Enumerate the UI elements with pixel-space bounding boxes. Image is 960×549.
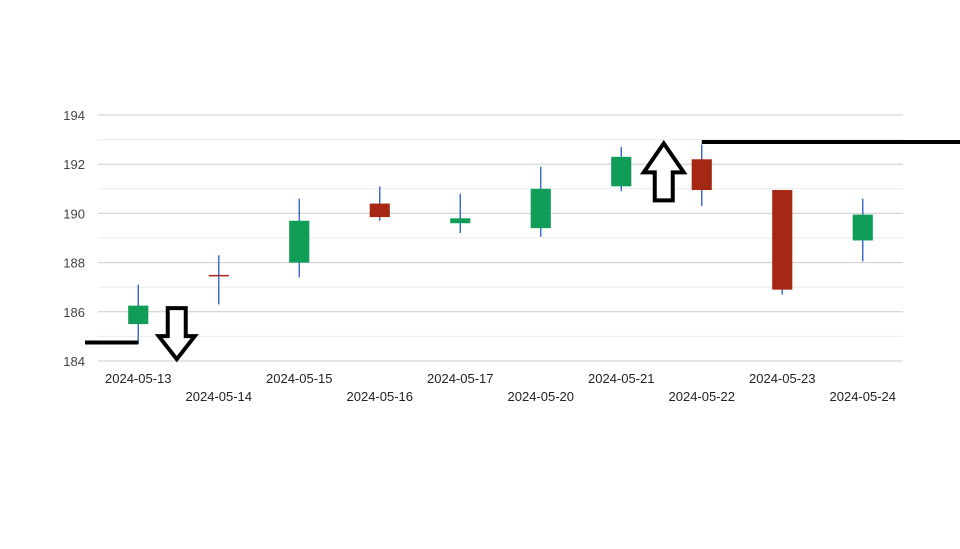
candle-body-up [289, 220, 310, 263]
x-tick-label: 2024-05-16 [347, 389, 414, 404]
candle-body-down [369, 203, 390, 218]
y-tick-label: 184 [63, 354, 85, 369]
candle [611, 146, 632, 192]
candle-body-up [852, 214, 873, 241]
candle-body-down [691, 159, 712, 191]
candle [128, 284, 149, 344]
x-tick-label: 2024-05-20 [508, 389, 575, 404]
candles [128, 144, 873, 344]
x-tick-label: 2024-05-15 [266, 371, 333, 386]
candle [289, 198, 310, 278]
y-tick-label: 194 [63, 108, 85, 123]
y-tick-label: 192 [63, 157, 85, 172]
x-axis: 2024-05-13 2024-05-14 2024-05-15 2024-05-16… [105, 371, 896, 404]
candle [369, 186, 390, 221]
candle-body-up [530, 188, 551, 229]
x-tick-label: 2024-05-14 [186, 389, 253, 404]
arrow-down-icon [154, 306, 199, 363]
candle-body-down [772, 190, 793, 290]
candle-body-up [611, 156, 632, 187]
candle-body-down [208, 274, 229, 277]
candle-body-up [128, 305, 149, 325]
x-tick-label: 2024-05-17 [427, 371, 494, 386]
y-tick-label: 190 [63, 206, 85, 221]
candle [691, 144, 712, 207]
candle-body-up [450, 218, 471, 224]
x-tick-label: 2024-05-21 [588, 371, 655, 386]
candle [772, 190, 793, 295]
arrow-up-icon [639, 139, 688, 203]
x-tick-label: 2024-05-13 [105, 371, 172, 386]
annotations [85, 139, 960, 363]
y-tick-label: 188 [63, 256, 85, 271]
x-tick-label: 2024-05-22 [669, 389, 736, 404]
x-tick-label: 2024-05-23 [749, 371, 816, 386]
candle [208, 255, 229, 305]
y-axis: 184 186 188 190 192 194 [63, 108, 85, 369]
candle [450, 193, 471, 234]
x-tick-label: 2024-05-24 [830, 389, 897, 404]
gridlines [98, 114, 903, 362]
candle [530, 166, 551, 237]
candle [852, 198, 873, 262]
y-tick-label: 186 [63, 305, 85, 320]
